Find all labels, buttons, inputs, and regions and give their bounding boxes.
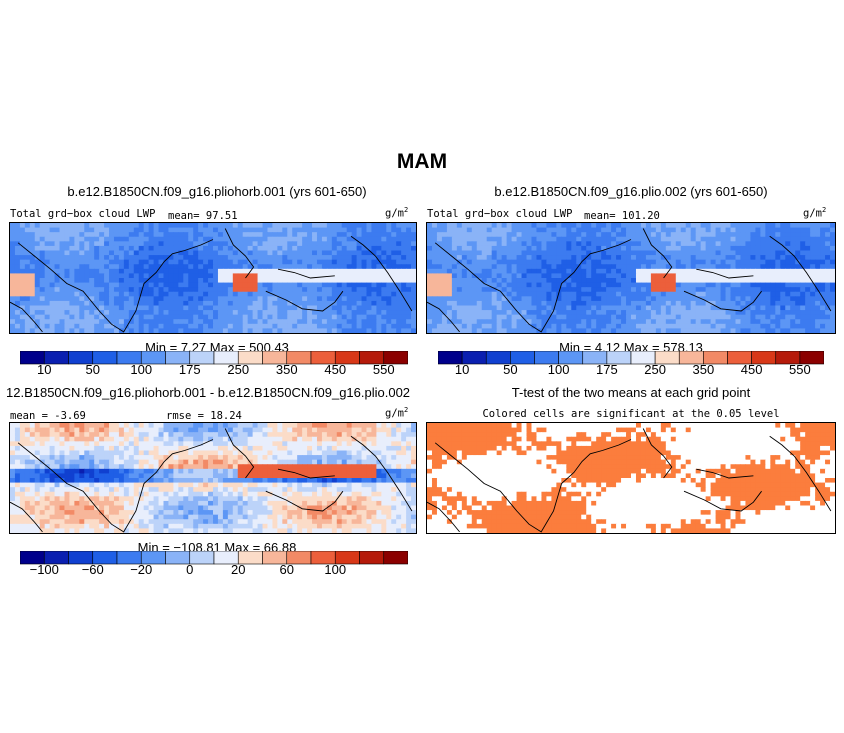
colorbar-tick-label: 50 xyxy=(85,362,100,377)
panel3-map xyxy=(9,422,417,534)
panel2-map xyxy=(426,222,836,334)
panel1-colorbar-labels: 10 50 100 175 250 350 450 550 xyxy=(20,362,408,378)
coastline xyxy=(224,228,255,279)
coastline xyxy=(10,501,43,533)
panel4-title: T-test of the two means at each grid poi… xyxy=(511,385,751,400)
coastline xyxy=(434,239,632,333)
coastline xyxy=(683,290,762,312)
panel4-subtitle: Colored cells are significant at the 0.0… xyxy=(482,408,780,420)
panel2-variable-label: Total grd−box cloud LWP xyxy=(427,208,573,220)
colorbar-tick-label: 0 xyxy=(186,562,194,577)
colorbar-tick-label: 10 xyxy=(454,362,470,377)
coastline xyxy=(265,290,344,312)
panel3-mean-label: mean = -3.69 xyxy=(10,410,86,422)
colorbar-tick-label: −20 xyxy=(130,562,153,577)
coastline xyxy=(769,435,832,512)
map-field xyxy=(10,423,416,533)
panel1-map xyxy=(9,222,417,334)
colorbar-tick-label: −60 xyxy=(81,562,104,577)
map-field xyxy=(10,223,416,333)
coastline xyxy=(277,268,335,279)
colorbar-tick-label: 60 xyxy=(279,562,294,577)
panel2-colorbar-labels: 10 50 100 175 250 350 450 550 xyxy=(438,362,824,378)
panel3-units: g/m2 xyxy=(385,406,409,420)
colorbar-tick-label: 10 xyxy=(37,362,52,377)
colorbar-tick-label: 100 xyxy=(324,562,347,577)
coastline xyxy=(17,239,214,333)
coastline xyxy=(434,439,632,533)
colorbar-swatch xyxy=(383,551,408,565)
colorbar-tick-label: −100 xyxy=(29,562,59,577)
panel1-variable-label: Total grd−box cloud LWP xyxy=(10,208,156,220)
colorbar-tick-label: 450 xyxy=(740,362,763,377)
colorbar-swatch xyxy=(383,351,408,365)
colorbar-tick-label: 50 xyxy=(503,362,518,377)
colorbar-tick-label: 450 xyxy=(324,362,347,377)
coastline xyxy=(350,435,413,512)
colorbar-tick-label: 550 xyxy=(789,362,811,377)
coastline xyxy=(427,301,460,333)
coastline xyxy=(277,468,335,479)
panel3-colorbar-labels: −100 −60 −20 0 20 60 100 xyxy=(20,562,408,578)
colorbar-tick-label: 100 xyxy=(130,362,153,377)
panel2-mean-label: mean= 101.20 xyxy=(584,210,660,222)
colorbar-tick-label: 100 xyxy=(547,362,570,377)
colorbar-tick-label: 20 xyxy=(231,562,246,577)
coastline xyxy=(265,490,344,512)
panel1-title: b.e12.B1850CN.f09_g16.pliohorb.001 (yrs … xyxy=(67,184,367,199)
colorbar-tick-label: 250 xyxy=(227,362,250,377)
panel3-title: 12.B1850CN.f09_g16.pliohorb.001 - b.e12.… xyxy=(6,385,411,400)
coastline xyxy=(642,428,673,479)
panel1-units: g/m2 xyxy=(385,206,409,220)
panel1-mean-label: mean= 97.51 xyxy=(168,210,238,222)
colorbar-tick-label: 250 xyxy=(644,362,666,377)
colorbar-tick-label: 350 xyxy=(692,362,715,377)
coastline xyxy=(696,468,754,479)
colorbar-tick-label: 350 xyxy=(275,362,298,377)
panel3-rmse-label: rmse = 18.24 xyxy=(166,410,242,422)
colorbar-tick-label: 175 xyxy=(178,362,201,377)
panel4-map xyxy=(426,422,836,534)
coastline xyxy=(10,301,43,333)
coastline xyxy=(224,428,255,479)
coastline xyxy=(350,235,413,312)
panel2-colorbar xyxy=(438,351,824,365)
colorbar-tick-label: 550 xyxy=(372,362,395,377)
coastline xyxy=(642,228,673,279)
coastline xyxy=(683,490,762,512)
panel2-units: g/m2 xyxy=(803,206,827,220)
map-field xyxy=(427,223,835,333)
coastline xyxy=(769,235,832,312)
colorbar-tick-label: 175 xyxy=(596,362,618,377)
coastline xyxy=(427,501,460,533)
panel3-colorbar xyxy=(20,551,408,565)
coastline xyxy=(696,268,754,279)
panel1-colorbar xyxy=(20,351,408,365)
map-field xyxy=(427,423,835,533)
colorbar-swatch xyxy=(799,351,824,365)
coastline xyxy=(17,439,214,533)
figure-title: MAM xyxy=(396,150,448,173)
panel2-title: b.e12.B1850CN.f09_g16.plio.002 (yrs 601-… xyxy=(494,184,768,199)
